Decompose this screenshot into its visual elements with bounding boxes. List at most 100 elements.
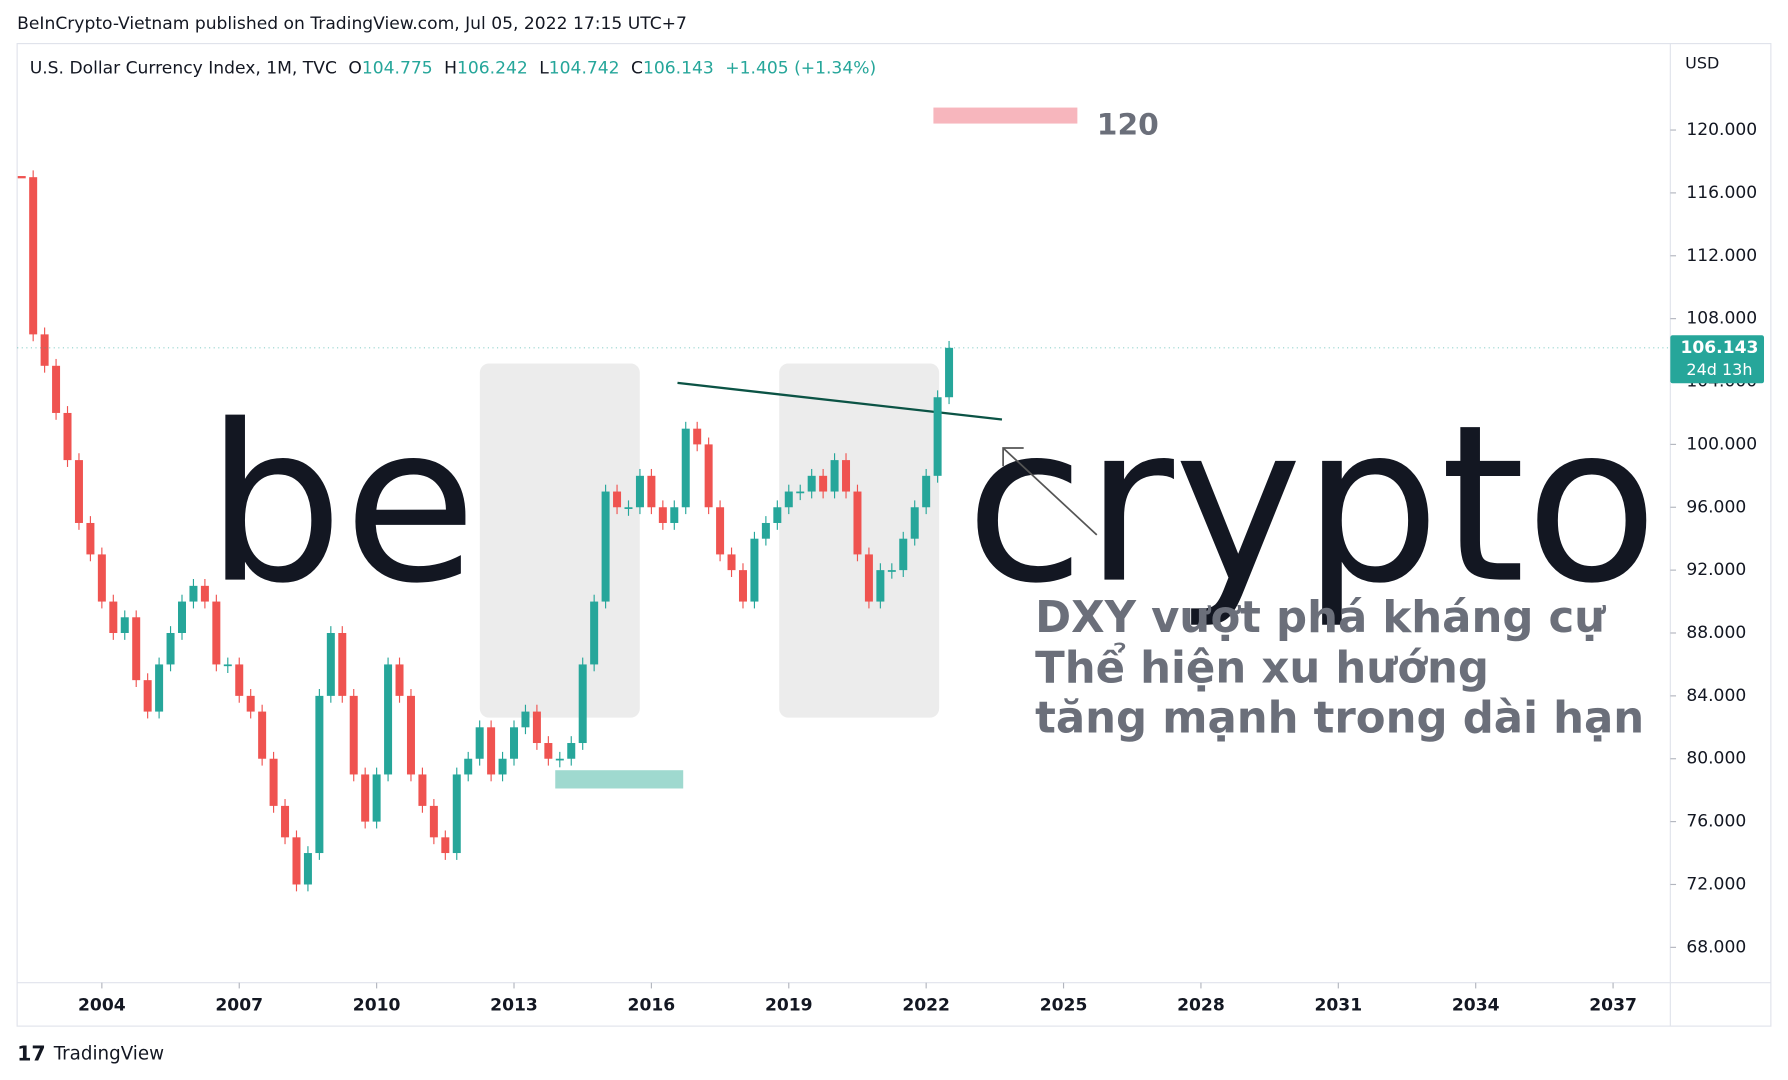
candle [29,177,38,335]
candle [807,475,816,492]
published-note: BeInCrypto-Vietnam published on TradingV… [17,14,687,34]
candle [727,554,736,571]
y-tick-label: 76.000 [1686,812,1746,832]
candle [635,475,644,508]
candle [658,507,667,523]
target-label: 120 [1097,107,1159,142]
ohlc-value: 104.775 [362,59,433,79]
candle [326,632,335,696]
candle [212,601,221,665]
candle [166,632,175,665]
candle [487,727,496,775]
candle [452,774,461,854]
candle [578,664,587,744]
candle [155,664,164,712]
candle [567,743,576,759]
candle [223,664,232,667]
symbol: U.S. Dollar Currency Index, 1M, TVC [30,59,337,79]
candle [670,507,679,523]
candle [887,570,896,572]
candle [945,347,954,398]
candle [498,758,507,775]
x-tick-label: 2025 [1040,996,1088,1016]
candle [773,507,782,523]
candle [395,664,404,696]
candle [235,664,244,696]
candle [842,460,851,492]
y-tick-label: 84.000 [1686,686,1746,706]
x-tick-label: 2004 [78,996,126,1016]
candle [899,538,908,571]
x-tick-label: 2034 [1452,996,1500,1016]
change: +1.405 (+1.34%) [725,59,876,79]
frame [16,43,1772,1027]
candle [647,475,656,508]
candle [177,601,186,633]
candle [750,538,759,602]
countdown: 24d 13h [1686,360,1752,379]
candle [544,743,553,759]
y-tick-label: 120.000 [1686,120,1757,140]
candle [189,585,198,602]
ohlc-value: 106.143 [643,59,714,79]
ohlc-key: H [444,59,457,79]
annotation-line: DXY vượt phá kháng cự [1035,593,1606,643]
x-tick-label: 2037 [1589,996,1637,1016]
candle [819,475,828,492]
ohlc-key: O [348,59,361,79]
y-tick-label: 100.000 [1686,434,1757,454]
candle [361,774,370,822]
x-tick-label: 2013 [490,996,538,1016]
candle [269,758,278,806]
y-tick-label: 116.000 [1686,183,1757,203]
candle [521,711,530,728]
candle [338,632,347,696]
ohlc-value: 106.242 [457,59,528,79]
ohlc-key: L [539,59,549,79]
candle [681,428,690,508]
watermark-text: be [206,380,477,632]
candle [464,758,473,775]
y-tick-label: 88.000 [1686,623,1746,643]
last-price-label: 106.143 [1680,338,1758,358]
candle [384,664,393,775]
trend-line [677,381,1003,421]
candle [738,570,747,602]
target-zone [933,107,1078,124]
y-tick-label: 80.000 [1686,749,1746,769]
candle [109,601,118,633]
annotation-line: Thể hiện xu hướng [1035,642,1489,693]
candle [624,507,633,509]
candle [143,680,152,712]
x-tick-label: 2010 [353,996,401,1016]
candle [704,444,713,508]
watermark-bracket [479,363,640,718]
x-tick-label: 2031 [1314,996,1362,1016]
y-tick-label: 96.000 [1686,497,1746,517]
candle [52,365,61,413]
ohlc-value: 104.742 [549,59,620,79]
candle [796,491,805,494]
x-tick-label: 2028 [1177,996,1225,1016]
annotation-line: tăng mạnh trong dài hạn [1035,694,1644,744]
candle [315,695,324,854]
candle [441,837,450,854]
legend-line: U.S. Dollar Currency Index, 1M, TVC O104.… [30,59,876,79]
arrow-head [1002,447,1024,467]
candle [258,711,267,759]
candle [120,617,129,633]
watermark: be crypto [206,363,1658,718]
last-price-badge [1670,335,1765,384]
candle [246,695,255,712]
x-tick-label: 2019 [765,996,813,1016]
candle [429,805,438,838]
candle [613,491,622,508]
candle [281,805,290,838]
candle [590,601,599,665]
candle [716,507,725,555]
y-tick-label: 108.000 [1686,309,1757,329]
ohlc-key: C [631,59,643,79]
candle [132,617,141,681]
y-tick-label: 112.000 [1686,246,1757,266]
